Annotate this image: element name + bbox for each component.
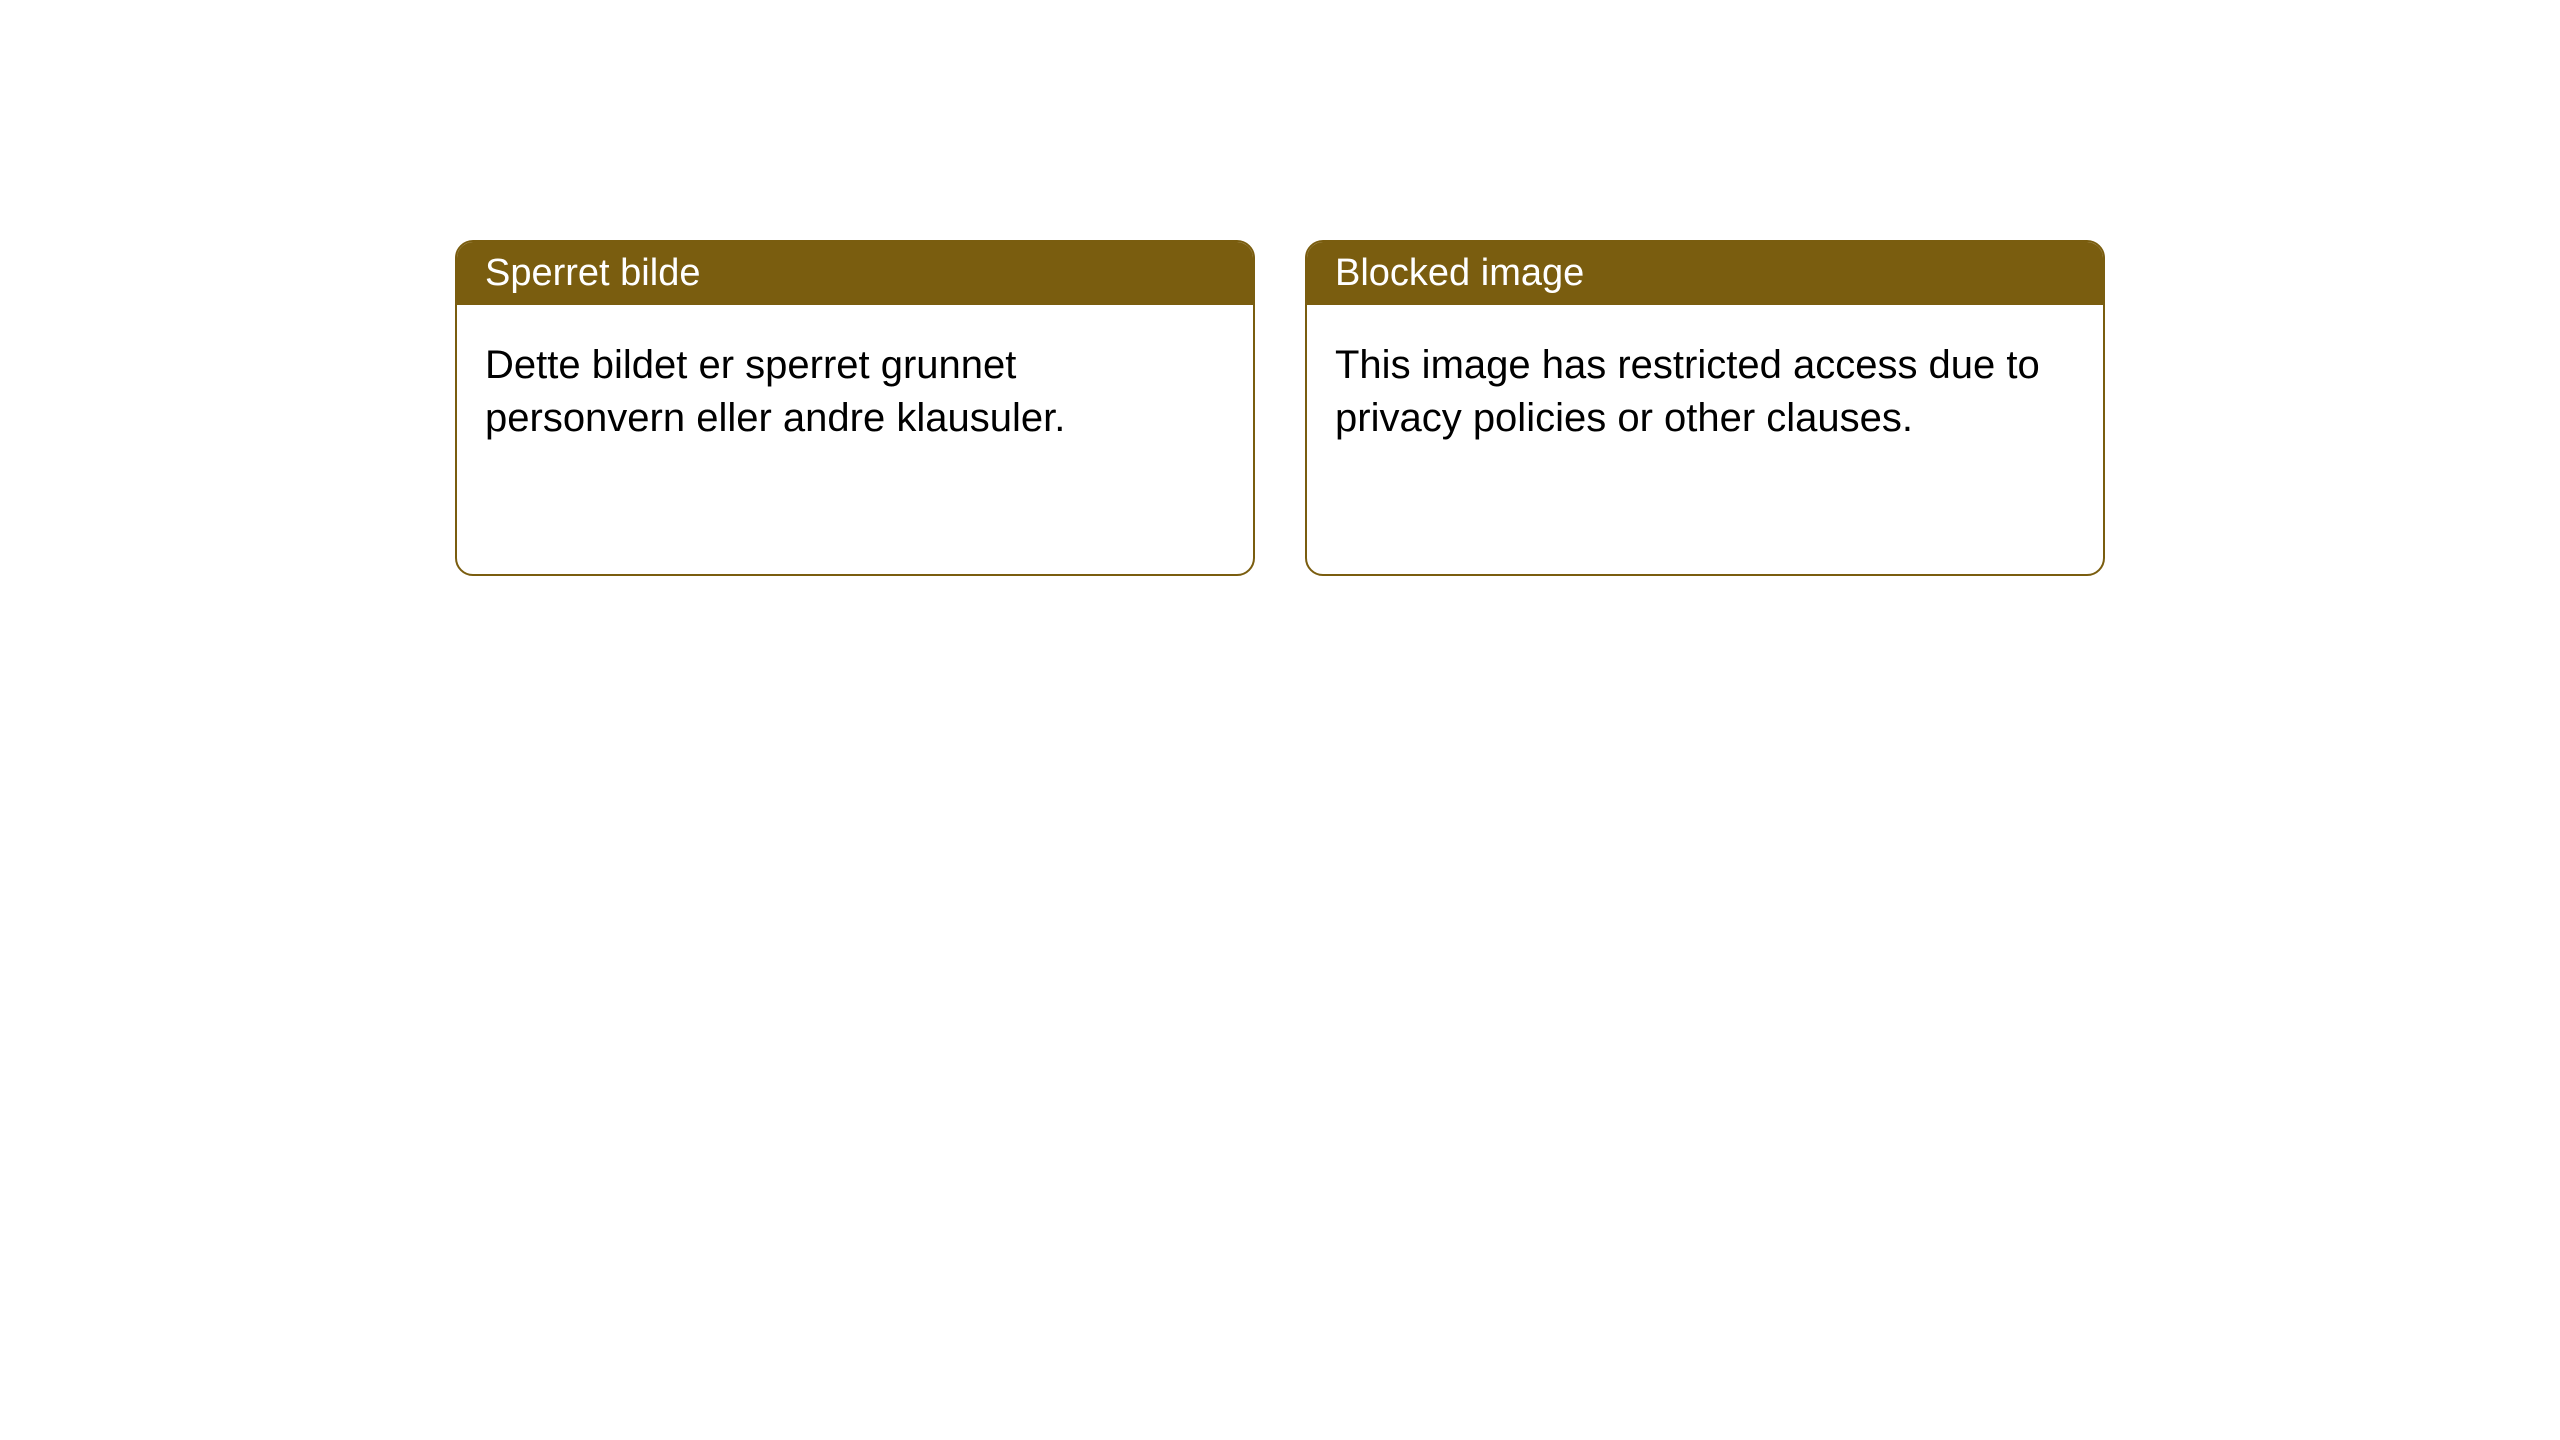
card-norwegian: Sperret bilde Dette bildet er sperret gr… [455, 240, 1255, 576]
cards-container: Sperret bilde Dette bildet er sperret gr… [455, 240, 2105, 1440]
card-header-no: Sperret bilde [457, 242, 1253, 305]
card-english: Blocked image This image has restricted … [1305, 240, 2105, 576]
card-body-no: Dette bildet er sperret grunnet personve… [457, 305, 1253, 479]
card-header-en: Blocked image [1307, 242, 2103, 305]
card-body-en: This image has restricted access due to … [1307, 305, 2103, 479]
